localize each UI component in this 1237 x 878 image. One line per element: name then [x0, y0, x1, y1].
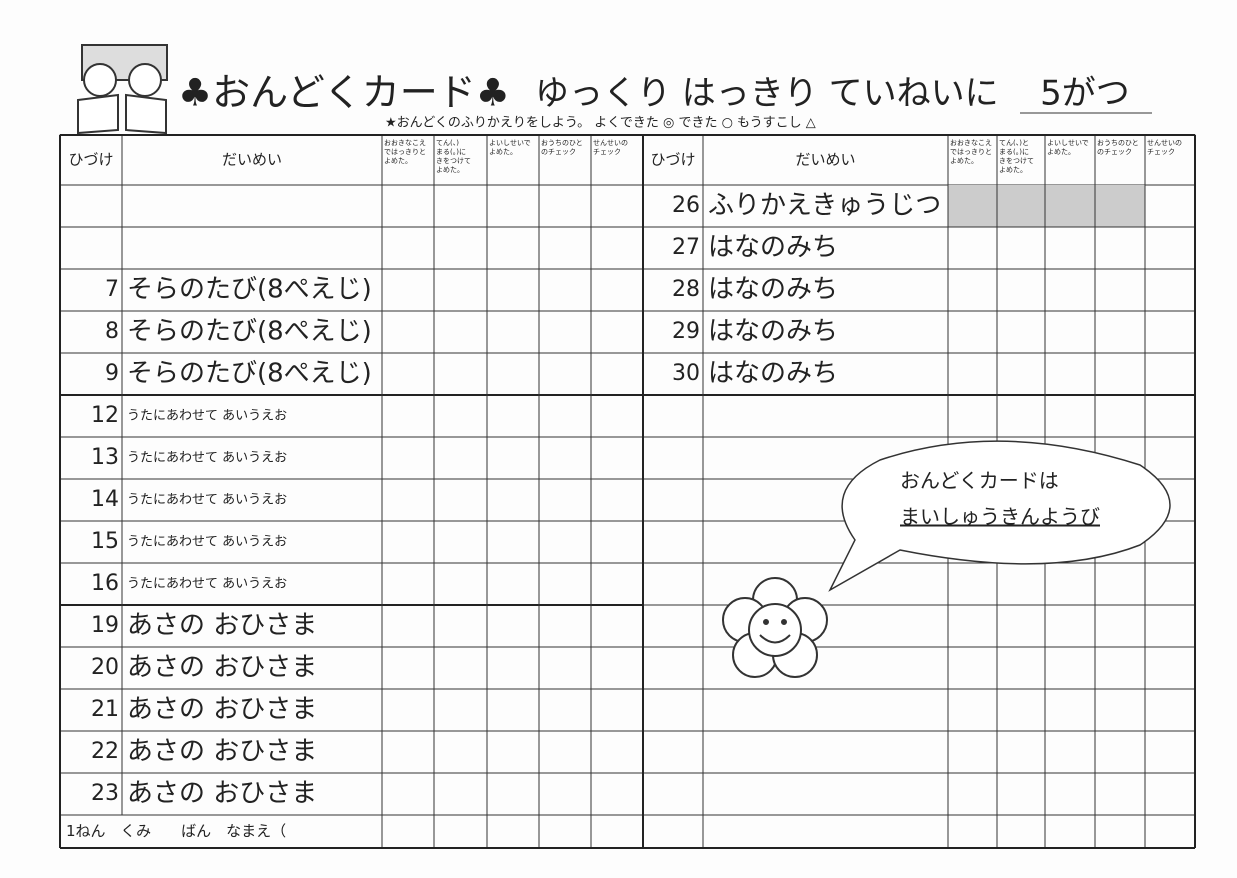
row-title: ふりかえきゅうじつ: [708, 191, 941, 221]
header-check: せんせいの: [593, 139, 628, 147]
row-date: 7: [105, 277, 119, 302]
bubble-line: おんどくカードは: [900, 469, 1059, 493]
shaded-cell: [1045, 185, 1095, 227]
header-check: チェック: [593, 148, 621, 156]
row-title: あさの おひさま: [127, 737, 317, 767]
row-title: はなのみち: [708, 317, 838, 347]
speech-bubble: [828, 440, 1171, 592]
header-check: おうちのひと: [1097, 139, 1139, 147]
row-date: 30: [672, 361, 700, 386]
shaded-cell: [1095, 185, 1145, 227]
row-date: 14: [91, 487, 119, 512]
row-title: はなのみち: [708, 275, 838, 305]
bubble-line: まいしゅうきんようび: [900, 505, 1100, 529]
row-title: そらのたび(8ぺえじ): [127, 275, 372, 305]
instruction: ★おんどくのふりかえりをしよう。 よくできた ◎ できた ○ もうすこし △: [385, 116, 816, 131]
month: 5がつ: [1040, 74, 1130, 114]
row-title: あさの おひさま: [127, 611, 317, 641]
row-title: はなのみち: [708, 359, 838, 389]
row-date: 29: [672, 319, 700, 344]
row-title: あさの おひさま: [127, 695, 317, 725]
header-check: ではっきりと: [950, 148, 992, 156]
row-date: 20: [91, 655, 119, 680]
row-date: 13: [91, 445, 119, 470]
row-date: 28: [672, 277, 700, 302]
row-title: あさの おひさま: [127, 779, 317, 809]
header-title: だいめい: [795, 151, 855, 169]
row-title: そらのたび(8ぺえじ): [127, 317, 372, 347]
row-title: はなのみち: [708, 233, 838, 263]
row-title: うたにあわせて あいうえお: [127, 451, 287, 466]
header-check: よめた。: [1047, 148, 1075, 156]
row-date: 9: [105, 361, 119, 386]
row-title: うたにあわせて あいうえお: [127, 493, 287, 508]
kids-illustration: [77, 44, 168, 135]
header-check: きをつけて: [999, 157, 1034, 165]
header-check: よめた。: [950, 157, 978, 165]
header-check: せんせいの: [1147, 139, 1182, 147]
header-date: ひづけ: [650, 151, 695, 169]
shaded-cell: [997, 185, 1045, 227]
row-date: 21: [91, 697, 119, 722]
row-date: 16: [91, 571, 119, 596]
header-check: まる(。)に: [436, 148, 466, 156]
row-date: 22: [91, 739, 119, 764]
row-title: うたにあわせて あいうえお: [127, 577, 287, 592]
flower-face: [722, 577, 828, 678]
header-check: てん(、)と: [999, 139, 1029, 147]
row-date: 12: [91, 403, 119, 428]
tables: ひづけ だいめいおおきなこえではっきりとよめた。てん(、)まる(。)にきをつけてよ…: [59, 134, 1196, 849]
header-check: おうちのひと: [541, 139, 583, 147]
header-check: おおきなこえ: [950, 139, 992, 147]
row-title: うたにあわせて あいうえお: [127, 409, 287, 424]
header-check: よめた。: [489, 148, 517, 156]
header-check: おおきなこえ: [384, 139, 426, 147]
card-title: ♣おんどくカード♣: [178, 71, 510, 115]
header-check: よいしせいで: [1047, 139, 1089, 147]
row-date: 8: [105, 319, 119, 344]
header-check: よめた。: [436, 166, 464, 174]
row-date: 23: [91, 781, 119, 806]
header-check: きをつけて: [436, 157, 471, 165]
shaded-cell: [948, 185, 997, 227]
row-date: 27: [672, 235, 700, 260]
header-check: よいしせいで: [489, 139, 531, 147]
header-date: ひづけ: [68, 151, 113, 169]
header-title: だいめい: [222, 151, 282, 169]
overlay: おんどくカードは まいしゅうきんようび: [722, 440, 1171, 678]
header-check: チェック: [1147, 148, 1175, 156]
header-check: のチェック: [1097, 148, 1132, 156]
motto: ゆっくり はっきり ていねいに: [535, 74, 999, 114]
header-check: よめた。: [384, 157, 412, 165]
row-title: あさの おひさま: [127, 653, 317, 683]
name-line: 1ねん くみ ばん なまえ（: [66, 822, 286, 840]
row-title: そらのたび(8ぺえじ): [127, 359, 372, 389]
row-title: うたにあわせて あいうえお: [127, 535, 287, 550]
header-check: まる(。)に: [999, 148, 1029, 156]
row-date: 19: [91, 613, 119, 638]
row-date: 15: [91, 529, 119, 554]
header-check: のチェック: [541, 148, 576, 156]
row-date: 26: [672, 193, 700, 218]
header-check: よめた。: [999, 166, 1027, 174]
header-check: てん(、): [436, 139, 459, 147]
header-check: ではっきりと: [384, 148, 426, 156]
